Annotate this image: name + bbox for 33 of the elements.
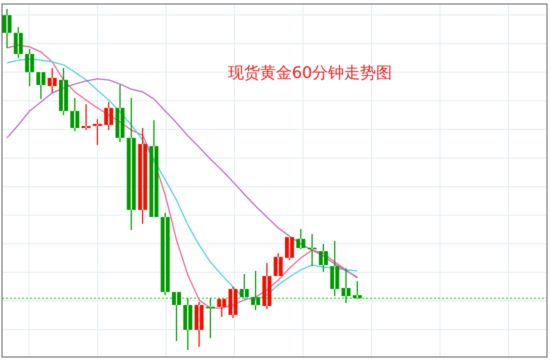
candlestick	[116, 85, 124, 142]
candlestick	[251, 270, 260, 310]
candlestick	[149, 120, 158, 218]
candlestick	[296, 228, 306, 250]
candlestick	[82, 104, 91, 130]
candlestick	[70, 98, 80, 132]
candlestick	[2, 9, 12, 48]
candlestick	[285, 237, 294, 260]
candlestick	[274, 253, 283, 276]
candlestick	[104, 102, 114, 130]
candlestick	[240, 274, 249, 298]
candlestick	[352, 281, 362, 299]
candlestick	[14, 27, 23, 58]
candlestick	[206, 298, 215, 338]
candlestick	[36, 72, 46, 100]
candlestick	[318, 244, 328, 272]
candlestick	[342, 268, 350, 303]
candlestick	[92, 119, 102, 146]
candlestick	[183, 298, 192, 350]
candlestick	[25, 48, 34, 86]
candlestick	[59, 68, 68, 116]
candlestick	[228, 286, 238, 318]
candlestick	[172, 292, 181, 342]
text: 现货黄金60分钟走势图	[228, 63, 392, 82]
candlestick	[160, 212, 170, 296]
candlestick	[126, 98, 136, 230]
candlestick	[330, 240, 340, 296]
candlestick	[308, 234, 317, 266]
candlestick	[194, 302, 204, 347]
candlestick	[217, 298, 226, 317]
candlestick	[48, 68, 57, 93]
candlestick	[138, 128, 148, 224]
candlestick	[262, 263, 272, 310]
